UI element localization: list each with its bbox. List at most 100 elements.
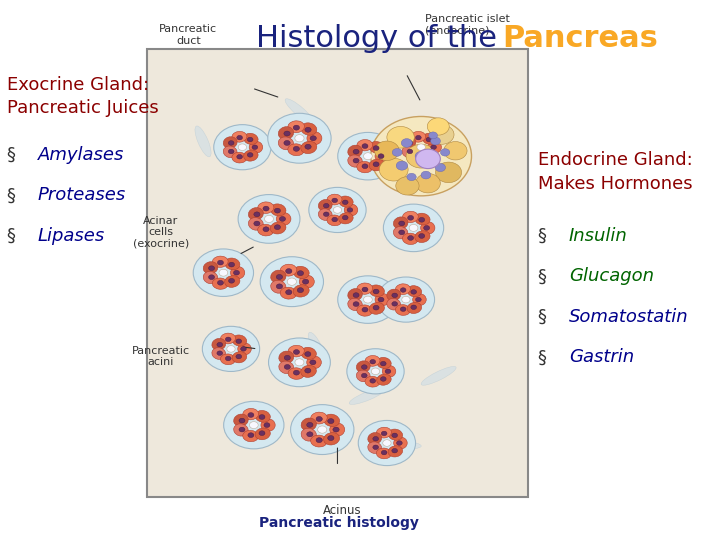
- Circle shape: [361, 365, 367, 369]
- Circle shape: [400, 288, 406, 292]
- Ellipse shape: [293, 266, 309, 279]
- Ellipse shape: [243, 133, 258, 144]
- Ellipse shape: [410, 152, 426, 163]
- Circle shape: [307, 432, 313, 437]
- Circle shape: [228, 279, 235, 283]
- FancyBboxPatch shape: [148, 49, 528, 497]
- Circle shape: [252, 145, 258, 150]
- Circle shape: [284, 355, 290, 360]
- Ellipse shape: [234, 414, 248, 427]
- Ellipse shape: [377, 374, 391, 385]
- Circle shape: [209, 275, 215, 280]
- Ellipse shape: [220, 333, 235, 344]
- Ellipse shape: [327, 194, 342, 205]
- Ellipse shape: [387, 289, 400, 301]
- Circle shape: [353, 302, 359, 307]
- Circle shape: [392, 148, 402, 156]
- Circle shape: [407, 149, 413, 154]
- Circle shape: [373, 305, 379, 310]
- Circle shape: [383, 204, 444, 252]
- Ellipse shape: [395, 284, 410, 294]
- Circle shape: [294, 134, 304, 142]
- Ellipse shape: [344, 204, 358, 216]
- Ellipse shape: [323, 414, 340, 427]
- Circle shape: [415, 298, 421, 302]
- Circle shape: [385, 369, 391, 374]
- Circle shape: [415, 149, 441, 168]
- Circle shape: [224, 401, 284, 449]
- Ellipse shape: [349, 388, 386, 404]
- Ellipse shape: [270, 204, 286, 216]
- Circle shape: [378, 154, 384, 159]
- Ellipse shape: [249, 141, 263, 153]
- Ellipse shape: [410, 131, 426, 142]
- Circle shape: [401, 139, 413, 147]
- Ellipse shape: [365, 355, 380, 366]
- Ellipse shape: [310, 435, 327, 447]
- Circle shape: [248, 433, 254, 437]
- Ellipse shape: [423, 150, 437, 161]
- Circle shape: [378, 297, 384, 302]
- Ellipse shape: [271, 280, 286, 293]
- Circle shape: [436, 162, 462, 183]
- Circle shape: [409, 225, 418, 231]
- Circle shape: [441, 148, 450, 156]
- Circle shape: [372, 368, 379, 375]
- Circle shape: [268, 113, 331, 163]
- Circle shape: [259, 431, 265, 436]
- Circle shape: [353, 149, 359, 154]
- Ellipse shape: [301, 418, 316, 431]
- Ellipse shape: [415, 231, 430, 242]
- Circle shape: [421, 171, 431, 179]
- Ellipse shape: [307, 356, 321, 369]
- Circle shape: [362, 144, 368, 149]
- Circle shape: [293, 146, 300, 151]
- Ellipse shape: [357, 283, 373, 294]
- Circle shape: [431, 145, 436, 150]
- Circle shape: [293, 125, 300, 130]
- Ellipse shape: [225, 275, 240, 287]
- Ellipse shape: [203, 262, 218, 274]
- Circle shape: [248, 413, 254, 417]
- Circle shape: [284, 131, 290, 136]
- Text: Insulin: Insulin: [569, 227, 628, 245]
- Circle shape: [406, 144, 436, 168]
- Circle shape: [310, 360, 316, 365]
- Ellipse shape: [421, 367, 456, 385]
- Circle shape: [316, 437, 323, 443]
- Ellipse shape: [393, 217, 408, 229]
- Circle shape: [396, 161, 408, 170]
- Circle shape: [435, 164, 446, 172]
- Circle shape: [297, 288, 304, 293]
- Circle shape: [362, 307, 368, 312]
- Text: §: §: [7, 227, 27, 245]
- Ellipse shape: [234, 424, 248, 436]
- Circle shape: [411, 305, 417, 309]
- Ellipse shape: [223, 146, 237, 158]
- Circle shape: [373, 445, 379, 449]
- Ellipse shape: [415, 213, 430, 225]
- Circle shape: [370, 379, 376, 383]
- Text: Exocrine Gland:
Pancreatic Juices: Exocrine Gland: Pancreatic Juices: [7, 76, 158, 117]
- Circle shape: [373, 146, 379, 151]
- Ellipse shape: [369, 302, 384, 314]
- Ellipse shape: [428, 141, 441, 153]
- Circle shape: [236, 339, 242, 343]
- Ellipse shape: [357, 305, 373, 316]
- Ellipse shape: [407, 302, 422, 314]
- Circle shape: [291, 404, 354, 455]
- Circle shape: [293, 370, 300, 375]
- Circle shape: [426, 137, 432, 142]
- Circle shape: [333, 207, 341, 213]
- Circle shape: [233, 271, 240, 275]
- Circle shape: [305, 127, 311, 132]
- Circle shape: [217, 280, 223, 285]
- Ellipse shape: [413, 294, 426, 306]
- Circle shape: [374, 141, 399, 160]
- Ellipse shape: [369, 159, 384, 171]
- Ellipse shape: [279, 361, 294, 374]
- Circle shape: [228, 262, 235, 267]
- Ellipse shape: [357, 139, 373, 151]
- Ellipse shape: [348, 145, 362, 158]
- Circle shape: [274, 225, 281, 230]
